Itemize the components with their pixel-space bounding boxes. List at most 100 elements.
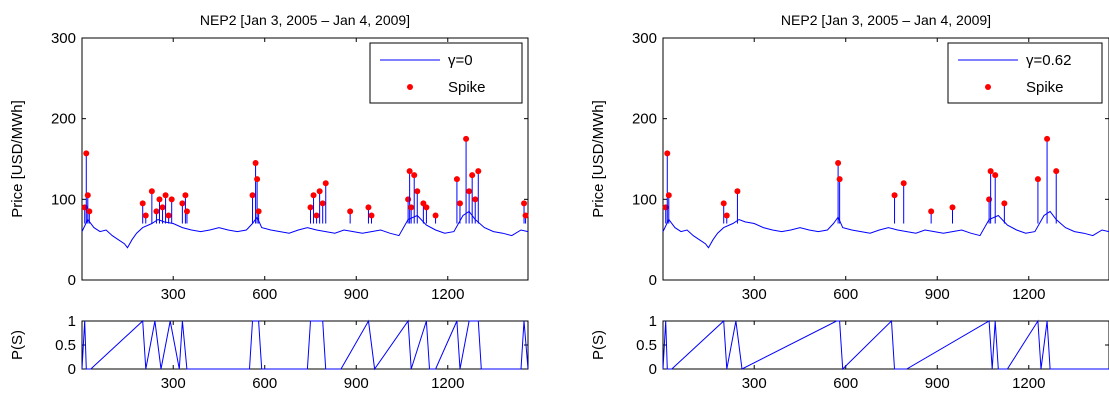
left-spike-marker: [432, 212, 439, 219]
left-spike-marker: [81, 204, 88, 211]
right-ps-xticks: 300 600 900 1200: [742, 321, 1045, 392]
left-spike-marker: [252, 160, 259, 167]
right-price-title: NEP2 [Jan 3, 2005 – Jan 4, 2009]: [781, 12, 991, 28]
right-spike-marker: [723, 212, 730, 219]
left-spike-marker: [310, 192, 317, 199]
left-price-panel: NEP2 [Jan 3, 2005 – Jan 4, 2009] Price […: [9, 12, 529, 303]
right-spike-marker: [720, 200, 727, 207]
left-price-ytick-label: 100: [51, 191, 76, 208]
left-price-xtick-label: 300: [161, 286, 186, 303]
left-spike-marker: [463, 135, 470, 142]
right-ps-yticks: 00.51: [636, 313, 1109, 378]
left-spike-marker: [159, 204, 166, 211]
right-spike-marker: [949, 204, 956, 211]
left-spike-marker: [319, 200, 326, 207]
left-spike-marker: [316, 188, 323, 195]
left-ps-ytick-label: 1: [68, 313, 76, 330]
left-spike-marker: [153, 208, 160, 215]
left-spike-marker: [347, 208, 354, 215]
right-spike-marker: [928, 208, 935, 215]
right-ps-ytick-label: 0: [649, 361, 657, 378]
left-spike-marker: [148, 188, 155, 195]
left-spike-marker: [254, 176, 261, 183]
left-spike-marker: [475, 168, 482, 175]
left-spike-marker: [405, 196, 412, 203]
left-spike-marker: [165, 212, 172, 219]
left-ps-xtick-label: 1200: [431, 375, 464, 392]
left-price-series-line: [81, 210, 529, 249]
right-legend-spike-label: Spike: [1026, 79, 1064, 96]
right-spike-marker: [1044, 135, 1051, 142]
left-spike-marker: [322, 180, 329, 187]
right-spike-marker: [986, 196, 993, 203]
left-spike-marker: [522, 212, 529, 219]
left-spike-marker: [84, 192, 91, 199]
right-spike-marker: [1001, 200, 1008, 207]
left-spike-marker: [307, 204, 314, 211]
left-ps-xticks: 300 600 900 1200: [161, 321, 464, 392]
right-ps-xtick-label: 900: [925, 375, 950, 392]
right-price-xtick-label: 600: [833, 286, 858, 303]
left-spike-marker: [466, 188, 473, 195]
left-spike-marker: [406, 168, 413, 175]
left-ps-ytick-label: 0.5: [55, 337, 76, 354]
left-price-xtick-label: 600: [252, 286, 277, 303]
right-spike-marker: [891, 192, 898, 199]
left-price-ytick-label: 0: [68, 272, 76, 289]
right-ps-xtick-label: 1200: [1012, 375, 1045, 392]
left-spike-marker: [521, 200, 528, 207]
left-spike-marker: [411, 172, 418, 179]
left-spike-marker: [469, 172, 476, 179]
right-spike-marker: [835, 160, 842, 167]
left-spike-marker: [365, 204, 372, 211]
left-price-legend: γ=0 Spike: [369, 42, 523, 104]
right-price-xtick-label: 1200: [1012, 286, 1045, 303]
left-spike-marker: [179, 200, 186, 207]
left-spike-marker: [162, 192, 169, 199]
right-price-ytick-label: 100: [632, 191, 657, 208]
left-spike-marker: [313, 212, 320, 219]
left-ps-panel: P(S) 0 0.5 1 300 600 900 1200: [9, 313, 529, 392]
right-price-xtick-label: 300: [742, 286, 767, 303]
left-spike-marker: [255, 208, 262, 215]
left-ps-series-line: [81, 319, 529, 371]
right-price-xtick-label: 900: [925, 286, 950, 303]
right-spike-marker: [992, 172, 999, 179]
right-price-xticks: 300 600 900 1200: [742, 38, 1045, 303]
left-spike-marker: [368, 212, 375, 219]
left-legend-spike-swatch: [407, 84, 413, 90]
left-legend-box: [369, 42, 523, 104]
right-price-spike-markers: [662, 135, 1060, 224]
right-ps-panel: P(S) 00.51 300 600 900 1200: [590, 313, 1109, 392]
right-price-ytick-label: 0: [649, 272, 657, 289]
right-price-legend: γ=0.62 Spike: [947, 42, 1103, 104]
left-ps-xtick-label: 900: [344, 375, 369, 392]
right-spike-marker: [665, 192, 672, 199]
left-spike-marker: [453, 176, 460, 183]
right-legend-line-label: γ=0.62: [1026, 52, 1071, 69]
left-spike-marker: [142, 212, 149, 219]
left-spike-marker: [423, 204, 430, 211]
left-spike-marker: [472, 196, 479, 203]
left-spike-marker: [86, 208, 93, 215]
right-spike-marker: [1053, 168, 1060, 175]
left-price-title: NEP2 [Jan 3, 2005 – Jan 4, 2009]: [200, 12, 410, 28]
right-spike-marker: [987, 168, 994, 175]
right-spike-marker: [734, 188, 741, 195]
left-ps-xtick-label: 300: [161, 375, 186, 392]
left-price-xticks: 300 600 900 1200: [161, 38, 464, 303]
right-ps-xtick-label: 600: [833, 375, 858, 392]
left-spike-marker: [456, 200, 463, 207]
left-ps-xtick-label: 600: [252, 375, 277, 392]
left-price-spike-markers: [81, 135, 529, 224]
left-spike-marker: [249, 192, 256, 199]
left-price-ytick-label: 300: [51, 30, 76, 47]
right-price-ytick-label: 300: [632, 30, 657, 47]
left-legend-spike-label: Spike: [448, 79, 486, 96]
left-spike-marker: [139, 200, 146, 207]
left-ps-ytick-label: 0: [68, 361, 76, 378]
right-spike-marker: [662, 204, 669, 211]
right-price-series-line: [662, 210, 1109, 249]
left-spike-marker: [168, 196, 175, 203]
right-spike-marker: [664, 150, 671, 157]
